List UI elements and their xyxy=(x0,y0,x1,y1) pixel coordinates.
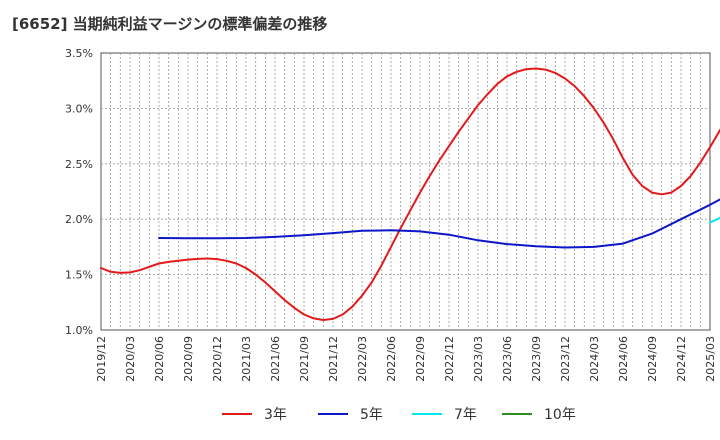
x-tick-label: 2025/03 xyxy=(704,336,717,382)
legend: 3年 5年 7年 10年 xyxy=(222,407,576,423)
x-tick-label: 2021/03 xyxy=(240,336,253,382)
x-tick-label: 2021/06 xyxy=(269,336,282,382)
chart-title: [6652] 当期純利益マージンの標準偏差の推移 xyxy=(12,15,328,33)
series-line xyxy=(100,67,720,321)
y-tick-label: 3.0% xyxy=(65,102,93,115)
x-tick-label: 2024/09 xyxy=(646,336,659,382)
x-axis-ticks: 2019/12 2020/03 2020/06 2020/09 2020/12 2021/… xyxy=(95,336,717,382)
x-tick-label: 2019/12 xyxy=(95,336,108,382)
x-tick-label: 2020/12 xyxy=(211,336,224,382)
x-tick-label: 2023/12 xyxy=(559,336,572,382)
x-tick-label: 2022/12 xyxy=(443,336,456,382)
x-tick-label: 2024/06 xyxy=(617,336,630,382)
x-tick-label: 2020/06 xyxy=(153,336,166,382)
legend-label: 5年 xyxy=(360,407,383,423)
y-tick-label: 2.0% xyxy=(65,213,93,226)
x-tick-label: 2024/03 xyxy=(588,336,601,382)
legend-label: 10年 xyxy=(544,407,576,423)
x-tick-label: 2021/12 xyxy=(327,336,340,382)
y-tick-label: 1.5% xyxy=(65,269,93,282)
plot-area xyxy=(100,52,711,331)
x-tick-label: 2023/06 xyxy=(501,336,514,382)
x-tick-label: 2021/09 xyxy=(298,336,311,382)
series-layer xyxy=(100,67,720,321)
x-tick-label: 2023/03 xyxy=(472,336,485,382)
x-tick-label: 2022/09 xyxy=(414,336,427,382)
series-line xyxy=(158,198,720,249)
legend-label: 3年 xyxy=(264,407,287,423)
y-tick-label: 1.0% xyxy=(65,324,93,337)
x-tick-label: 2022/03 xyxy=(356,336,369,382)
legend-label: 7年 xyxy=(454,407,477,423)
y-axis-ticks: 1.0% 1.5% 2.0% 2.5% 3.0% 3.5% xyxy=(65,47,93,337)
x-tick-label: 2020/09 xyxy=(182,336,195,382)
y-tick-label: 2.5% xyxy=(65,158,93,171)
y-tick-label: 3.5% xyxy=(65,47,93,60)
x-tick-label: 2023/09 xyxy=(530,336,543,382)
x-tick-label: 2020/03 xyxy=(124,336,137,382)
x-tick-label: 2024/12 xyxy=(675,336,688,382)
x-tick-label: 2022/06 xyxy=(385,336,398,382)
